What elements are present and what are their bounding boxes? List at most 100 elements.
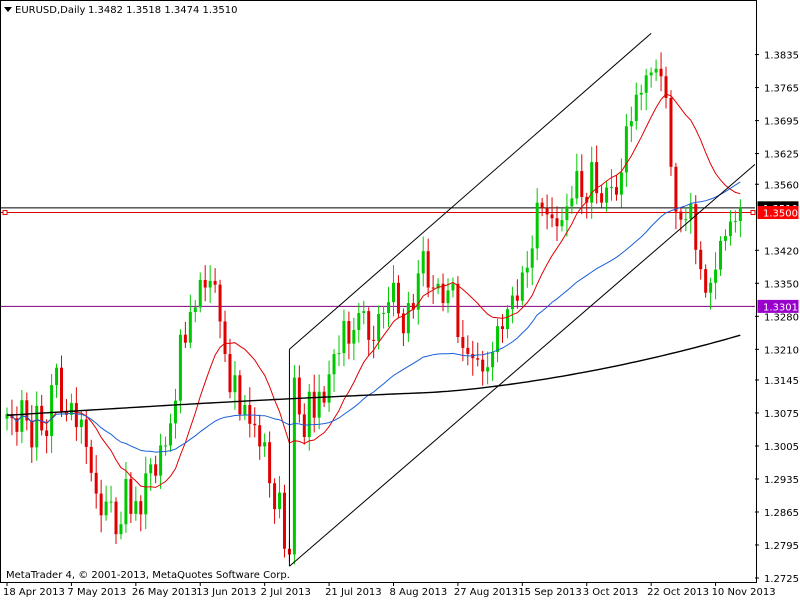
candle-body [610,187,614,189]
price-tick-label: 1.2725 [764,574,799,585]
candle [178,329,182,414]
line-handle-right[interactable] [750,210,756,216]
candle-body [709,282,713,293]
candle-body [644,75,648,93]
candle [446,278,450,313]
candle [540,197,544,217]
candle-body [738,207,742,222]
price-tick-label: 1.3835 [764,51,799,62]
candle [5,407,9,431]
candle-body [436,283,440,289]
candle-body [545,207,549,215]
candle [40,394,44,436]
candle [69,393,73,421]
candle-body [238,375,242,415]
candle [372,325,376,359]
candle [709,277,713,310]
candle [466,335,470,366]
candle-body [25,400,29,421]
candle-body [213,280,217,285]
candle [629,106,633,143]
candle [238,370,242,421]
candle [674,162,678,230]
candle [89,439,93,482]
price-badge-label: 1.3301 [763,302,798,313]
candle-body [535,202,539,249]
plot-frame [0,0,757,583]
candle [164,436,168,456]
candle-body [203,279,207,288]
candle-body [15,418,19,432]
candle [496,318,500,363]
candle [129,471,133,524]
candle [426,238,430,298]
candle [45,419,49,454]
candle [595,145,599,204]
candle [714,252,718,300]
candle [15,406,19,446]
candle-body [520,272,524,301]
candle-body [89,446,93,473]
channel-upper-line[interactable] [289,32,652,350]
candle-body [69,403,73,415]
candle-body [585,196,589,203]
candle-body [659,68,663,77]
candle [154,455,158,484]
candle-body [124,478,128,525]
candle-body [491,352,495,368]
ma-fast-line [6,93,741,488]
candle-body [99,493,103,516]
time-tick-label: 3 Oct 2013 [583,587,638,598]
candle-body [377,313,381,341]
candle-body [416,273,420,310]
candle [99,479,103,533]
candle-body [173,400,177,424]
candle-body [689,204,693,220]
candle-body [317,391,321,418]
dropdown-triangle-icon[interactable] [4,7,12,12]
candle [649,67,653,88]
candle [109,485,113,513]
candle [505,304,509,339]
candle-body [372,339,376,341]
candle-body [629,121,633,127]
candle [149,458,153,491]
candle-body [258,425,262,447]
candle [64,399,68,422]
candle [699,241,703,280]
time-tick-label: 13 Jun 2013 [196,587,256,598]
candle-body [139,501,143,515]
candle-body [357,312,361,330]
channel-lower-line[interactable] [289,163,756,567]
candle [421,236,425,287]
candle [585,192,589,219]
candle-body [60,367,64,412]
candle [684,207,688,232]
candle [188,294,192,349]
candle-body [466,347,470,355]
candle [183,321,187,348]
candle [25,392,29,431]
chart-ohlc: 1.3482 1.3518 1.3474 1.3510 [88,5,238,16]
candle-body [248,404,252,424]
candle [169,413,173,452]
candle-body [45,430,49,437]
candle [253,407,257,438]
candle [243,395,247,421]
candle-body [84,419,88,447]
time-tick-label: 7 May 2013 [67,587,126,598]
candle-body [144,473,148,515]
line-handle-left[interactable] [2,210,8,216]
candle [208,265,212,303]
candle [535,188,539,261]
candle [124,461,128,533]
candle [198,272,202,313]
candle [347,311,351,360]
candle-body [198,279,202,308]
candle-body [684,219,688,221]
candle-body [525,267,529,273]
candle [471,340,475,376]
candle [669,90,673,176]
